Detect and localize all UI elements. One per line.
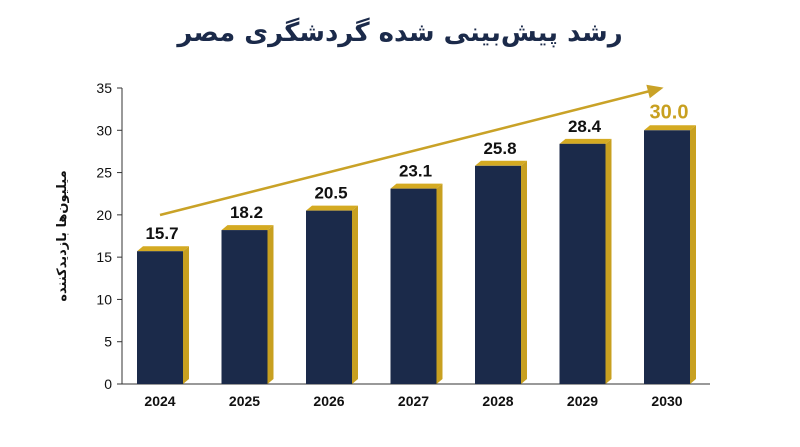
- chart-title: رشد پیش‌بینی شده گردشگری مصر: [177, 18, 623, 48]
- y-tick-label: 20: [96, 207, 112, 223]
- bar-top-2026: [306, 205, 358, 211]
- x-tick-label-2026: 2026: [313, 393, 344, 409]
- labels-group: 15.7 2024 18.2 2025 20.5 2026 23.1 2027 25.8 2028…: [144, 101, 688, 409]
- value-label-2024: 15.7: [145, 224, 178, 243]
- trend-arrow-group: [159, 84, 664, 217]
- y-tick-label: 0: [104, 376, 112, 392]
- bar-side-2027: [436, 183, 443, 384]
- x-tick-label-2029: 2029: [567, 393, 598, 409]
- bar-top-2028: [475, 160, 527, 166]
- bars-group: [137, 125, 696, 385]
- bar-top-2024: [137, 246, 189, 252]
- bar-side-2024: [183, 246, 189, 384]
- x-tick-label-2030: 2030: [651, 393, 682, 409]
- value-label-2027: 23.1: [399, 162, 432, 181]
- value-label-2028: 25.8: [483, 139, 516, 158]
- bar-top-2027: [390, 183, 443, 189]
- y-axis-title: میلیون‌ها بازدیدکننده: [55, 170, 70, 301]
- bar-2026: [306, 210, 352, 384]
- trend-arrow-line: [159, 89, 651, 217]
- y-tick-label: 25: [96, 165, 112, 181]
- bar-side-2028: [521, 160, 527, 384]
- value-label-2030: 30.0: [650, 101, 689, 123]
- value-label-2025: 18.2: [230, 203, 263, 222]
- bar-side-2029: [605, 138, 612, 384]
- value-label-2029: 28.4: [568, 117, 602, 136]
- bar-side-2026: [352, 205, 358, 384]
- bar-2027: [390, 188, 437, 384]
- bar-2028: [475, 165, 521, 384]
- y-tick-label: 15: [96, 249, 112, 265]
- x-tick-label-2028: 2028: [482, 393, 513, 409]
- bar-2024: [137, 251, 183, 384]
- bar-side-2025: [267, 225, 274, 384]
- x-tick-label-2024: 2024: [144, 393, 175, 409]
- bar-top-2030: [644, 125, 696, 131]
- y-tick-label: 30: [96, 122, 112, 138]
- x-tick-label-2025: 2025: [229, 393, 260, 409]
- trend-arrow-head: [646, 84, 664, 99]
- y-tick-label: 5: [104, 334, 112, 350]
- y-tick-label: 10: [96, 291, 112, 307]
- x-tick-label-2027: 2027: [398, 393, 429, 409]
- value-label-2026: 20.5: [314, 184, 347, 203]
- bar-top-2025: [221, 225, 274, 231]
- bar-2030: [644, 130, 690, 384]
- bar-2029: [559, 143, 606, 384]
- y-tick-label: 35: [96, 80, 112, 96]
- bar-side-2030: [690, 125, 696, 385]
- bar-top-2029: [559, 138, 612, 144]
- bar-2025: [221, 230, 268, 384]
